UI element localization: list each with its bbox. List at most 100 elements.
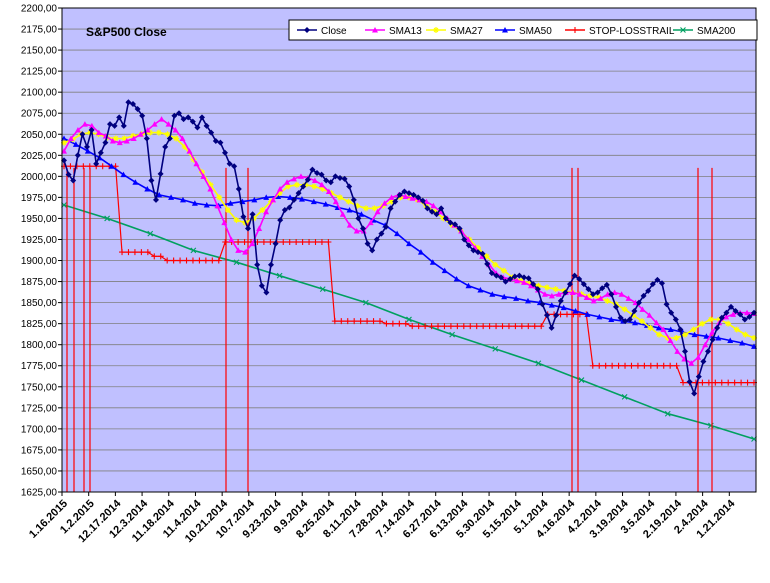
data-point: [562, 289, 569, 296]
data-point: [524, 297, 531, 304]
y-tick-label: 1675,00: [21, 445, 58, 456]
data-point: [617, 314, 624, 321]
data-point: [714, 324, 721, 331]
legend-item: SMA27: [426, 26, 483, 37]
data-point: [673, 362, 680, 369]
data-point: [663, 301, 670, 308]
data-point: [325, 239, 332, 246]
data-point: [318, 171, 325, 178]
data-point: [715, 334, 722, 341]
data-point: [304, 176, 311, 183]
data-point: [104, 215, 111, 222]
data-point: [260, 239, 267, 246]
data-point: [664, 334, 671, 341]
data-point: [286, 239, 293, 246]
data-point: [99, 163, 106, 170]
data-point: [563, 311, 570, 318]
data-point: [362, 299, 369, 306]
data-point: [585, 286, 592, 293]
data-point: [686, 378, 693, 385]
data-point: [111, 122, 118, 129]
legend-item: Close: [297, 26, 347, 37]
data-point: [479, 250, 486, 257]
data-point: [555, 291, 562, 297]
data-point: [93, 160, 100, 167]
data-point: [275, 193, 282, 200]
data-point: [299, 239, 306, 246]
data-point: [112, 135, 119, 142]
data-point: [707, 316, 714, 323]
legend-marker: [680, 27, 686, 33]
data-point: [725, 379, 732, 386]
y-tick-label: 2200,00: [21, 4, 58, 15]
data-point: [659, 280, 665, 287]
data-point: [441, 323, 448, 330]
data-point: [235, 185, 242, 192]
data-point: [505, 323, 512, 330]
data-point: [572, 308, 579, 314]
data-point: [535, 282, 542, 289]
data-point: [415, 323, 422, 330]
data-point: [249, 211, 256, 218]
data-point: [209, 257, 216, 264]
data-point: [539, 301, 546, 308]
y-tick-label: 2100,00: [21, 88, 58, 99]
data-point: [170, 257, 177, 264]
data-point: [166, 135, 173, 142]
data-point: [155, 129, 162, 136]
data-point: [314, 169, 320, 176]
data-point: [242, 249, 249, 255]
data-point: [287, 194, 294, 200]
data-point: [263, 289, 270, 296]
data-point: [667, 326, 674, 333]
data-point: [130, 135, 137, 141]
data-point: [185, 114, 192, 121]
data-point: [640, 292, 647, 299]
data-point: [318, 239, 325, 246]
legend-box: [288, 19, 758, 41]
data-point: [371, 205, 378, 212]
data-point: [667, 337, 674, 343]
data-point: [660, 362, 667, 369]
y-tick-label: 1800,00: [21, 340, 58, 351]
data-point: [190, 247, 197, 254]
data-point: [725, 320, 732, 327]
legend-marker: [433, 27, 439, 33]
data-point: [596, 313, 603, 320]
data-point: [699, 379, 706, 386]
data-point: [739, 340, 746, 346]
data-point: [695, 354, 702, 360]
data-point: [649, 281, 656, 288]
data-point: [489, 291, 496, 297]
y-tick-label: 1650,00: [21, 466, 58, 477]
data-point: [705, 379, 712, 386]
data-point: [583, 294, 590, 301]
data-point: [406, 316, 412, 323]
data-point: [346, 207, 353, 213]
data-point: [626, 316, 633, 323]
y-tick-label: 1775,00: [21, 361, 58, 372]
data-point: [153, 196, 159, 203]
data-point: [227, 200, 234, 206]
data-point: [285, 183, 292, 190]
data-point: [179, 196, 186, 203]
data-point: [298, 196, 305, 202]
data-point: [88, 122, 95, 129]
chart-title: S&P500 Close: [86, 25, 167, 39]
data-point: [604, 291, 611, 297]
data-point: [123, 137, 130, 144]
data-point: [552, 286, 559, 293]
data-point: [235, 247, 242, 253]
data-point: [703, 333, 710, 339]
data-point: [217, 139, 224, 146]
series-sma50: [61, 135, 757, 349]
data-point: [231, 163, 238, 170]
data-point: [125, 99, 132, 106]
data-point: [322, 201, 329, 207]
data-point: [212, 137, 219, 144]
data-point: [151, 253, 158, 260]
data-point: [67, 163, 74, 170]
data-point: [306, 239, 313, 246]
data-point: [525, 323, 532, 330]
